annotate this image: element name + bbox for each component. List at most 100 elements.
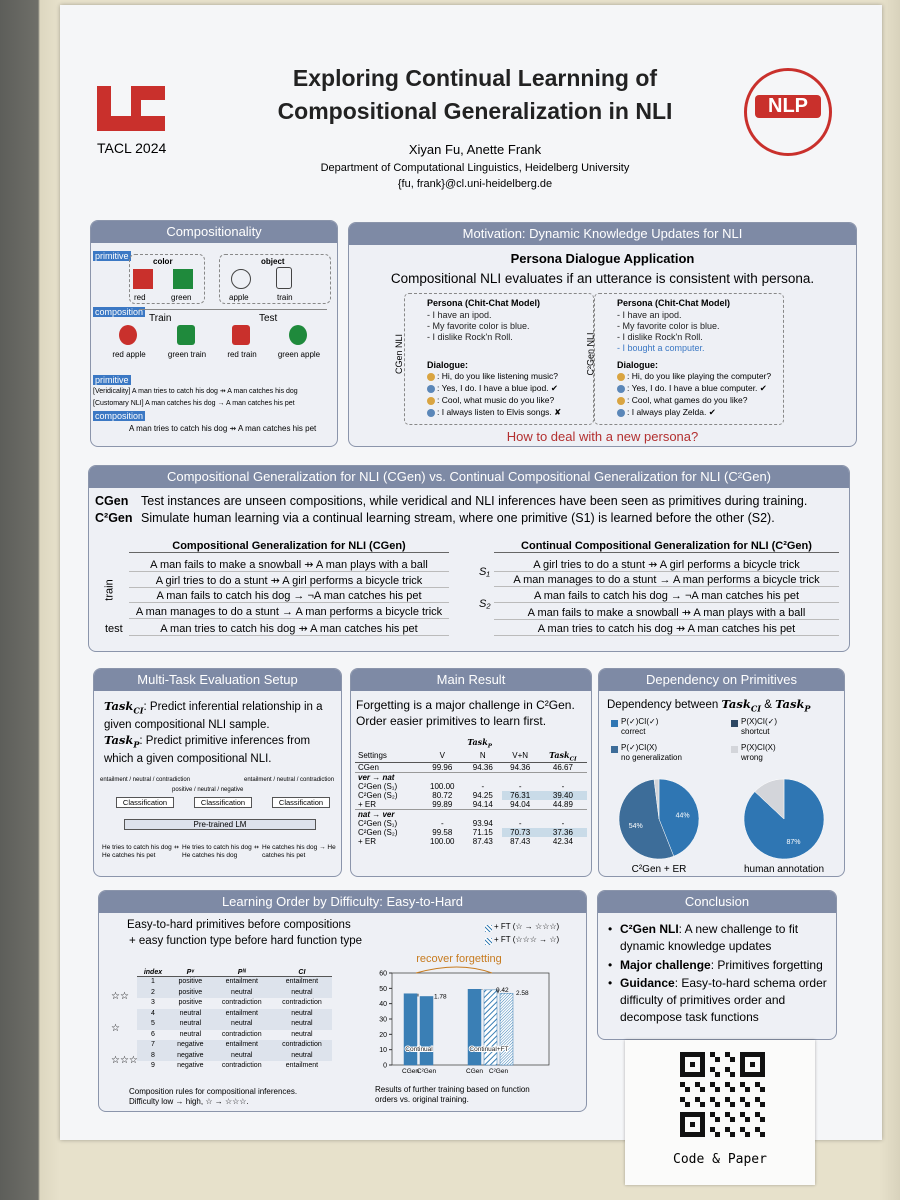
qr-cell xyxy=(715,1057,720,1062)
task-name: TaskCI xyxy=(549,750,577,763)
output-label: entailment / neutral / contradiction xyxy=(244,777,335,783)
qr-cell xyxy=(730,1132,735,1137)
table-cell: 100.00 xyxy=(430,782,455,792)
qr-cell xyxy=(685,1052,690,1057)
composition-icon xyxy=(289,325,307,345)
qr-cell xyxy=(730,1057,735,1062)
qr-cell xyxy=(760,1132,765,1137)
group-label: Continual+FT xyxy=(469,1046,508,1053)
authors: Xiyan Fu, Anette Frank xyxy=(408,142,542,157)
logo-nlp: NLP xyxy=(744,68,832,156)
table-cell: entailment xyxy=(225,1041,258,1048)
dialogue-line: : Hi, do you like playing the computer? xyxy=(627,371,772,381)
pie-slice xyxy=(754,778,785,820)
persona-label: Persona (Chit-Chat Model) xyxy=(617,298,731,308)
group-label: nat → ver xyxy=(358,810,395,820)
table-cell: - xyxy=(561,819,565,829)
pie-slice xyxy=(653,778,660,820)
qr-cell xyxy=(740,1112,745,1117)
table-cell: - xyxy=(518,782,522,792)
qr-cell xyxy=(750,1072,755,1077)
question: How to deal with a new persona? xyxy=(506,429,699,444)
table-row: 2 positive neutral neutral xyxy=(137,987,332,998)
table-cell: 100.00 xyxy=(430,837,455,847)
legend-swatch xyxy=(731,720,738,727)
table-cell: + ER xyxy=(358,800,377,810)
table-cell: 44.89 xyxy=(552,800,573,810)
table-cell: C²Gen (S₂) xyxy=(358,791,398,801)
table-cell: entailment xyxy=(225,978,258,985)
qr-cell xyxy=(695,1097,700,1102)
qr-cell xyxy=(730,1117,735,1122)
table-cell: 71.15 xyxy=(472,828,493,838)
persona-line: - I dislike Rock'n Roll. xyxy=(617,332,703,342)
panel-side-label: CGen NLI xyxy=(394,333,405,375)
qr-cell xyxy=(725,1082,730,1087)
qr-cell xyxy=(690,1132,695,1137)
task-name: TaskCI xyxy=(104,699,144,716)
row-group-label: train xyxy=(103,579,116,601)
table-cell: neutral xyxy=(179,1020,202,1027)
section-title: Learning Order by Difficulty: Easy-to-Ha… xyxy=(99,891,586,913)
legend-label: P(✓)CI(✓) xyxy=(621,717,659,726)
table-header: Pᴺ xyxy=(237,969,246,976)
item-text: : Primitives forgetting xyxy=(710,958,823,972)
section-multitask: Multi-Task Evaluation Setup TaskCI: Pred… xyxy=(93,668,342,877)
speaker-icon xyxy=(427,397,435,405)
table-cell: 5 xyxy=(151,1020,155,1027)
qr-cell xyxy=(740,1082,745,1087)
legend-swatch xyxy=(731,746,738,753)
qr-cell xyxy=(700,1132,705,1137)
example-row: A man manages to do a stunt → A man perf… xyxy=(129,606,449,619)
qr-cell xyxy=(725,1127,730,1132)
table-cell: 4 xyxy=(151,1009,155,1017)
task-base: Task xyxy=(467,737,488,747)
table-cell: entailment xyxy=(225,1009,258,1017)
qr-cell xyxy=(685,1112,690,1117)
table-cell: - xyxy=(440,819,444,829)
pie-caption: C²Gen + ER xyxy=(632,864,687,875)
bar xyxy=(467,989,482,1066)
output-label: positive / neutral / negative xyxy=(172,787,244,793)
item-bold: C²Gen NLI xyxy=(620,922,679,936)
table-cell: contradiction xyxy=(221,999,262,1006)
label: Test xyxy=(259,313,278,324)
qr-cell xyxy=(710,1097,715,1102)
dialogue-line: : I always listen to Elvis songs. ✘ xyxy=(437,407,562,417)
table-cell: entailment xyxy=(285,978,319,985)
table-header xyxy=(539,737,587,750)
dialogue-line: : Cool, what music do you like? xyxy=(437,395,555,405)
table-cell: positive xyxy=(178,999,203,1006)
table-row: + ER 99.89 94.14 94.04 44.89 xyxy=(355,800,587,810)
qr-cell xyxy=(700,1062,705,1067)
qr-cell xyxy=(760,1057,765,1062)
bar xyxy=(499,992,514,1066)
task-def: TaskP: Predict primitive inferences from… xyxy=(104,733,334,767)
qr-cell xyxy=(730,1102,735,1107)
annotation-arrow xyxy=(415,966,493,974)
table-cell: 76.31 xyxy=(501,791,539,801)
task-name: TaskCI xyxy=(721,697,761,713)
composition-label: green train xyxy=(167,350,207,359)
x-tick-label: CGen xyxy=(466,1068,483,1075)
table-cell: neutral xyxy=(179,1030,202,1038)
task-sub: CI xyxy=(569,756,577,763)
task-sub: CI xyxy=(133,705,144,716)
qr-cell xyxy=(690,1072,695,1077)
difficulty-stars: ☆☆ xyxy=(111,991,129,1002)
table-row: index Pᵛ Pᴺ CI xyxy=(137,969,332,977)
y-tick-label: 10 xyxy=(379,1047,387,1054)
qr-cell xyxy=(680,1132,685,1137)
qr-cell xyxy=(680,1057,685,1062)
qr-cell xyxy=(700,1102,705,1107)
section-title: Conclusion xyxy=(598,891,836,913)
table-cell: contradiction xyxy=(221,1030,262,1038)
qr-cell xyxy=(715,1132,720,1137)
row-group-label: test xyxy=(105,623,123,635)
group-box xyxy=(129,254,205,304)
item-label: apple xyxy=(229,293,249,302)
qr-cell xyxy=(695,1132,700,1137)
legend-desc: correct xyxy=(621,727,646,736)
dialogue-line: : Cool, what games do you like? xyxy=(627,395,748,405)
